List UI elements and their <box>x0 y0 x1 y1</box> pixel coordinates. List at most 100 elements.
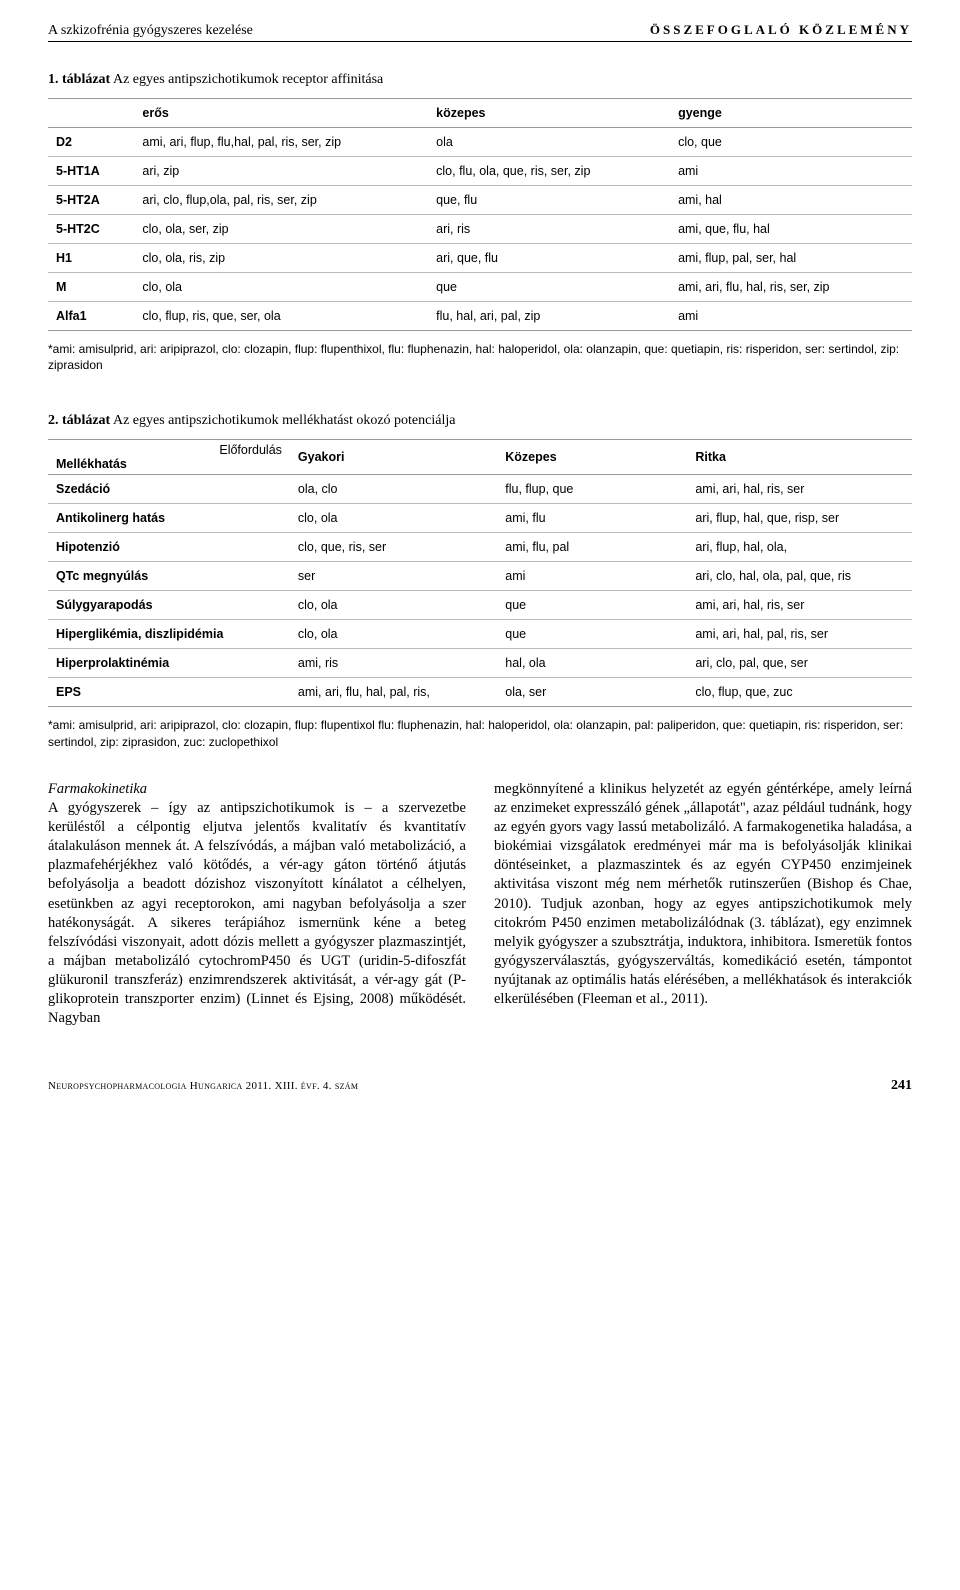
cell: ari, que, flu <box>428 244 670 273</box>
cell: ola, clo <box>290 475 497 504</box>
table1-caption: 1. táblázat Az egyes antipszichotikumok … <box>48 72 912 88</box>
table-row: 5-HT2Cclo, ola, ser, zipari, risami, que… <box>48 215 912 244</box>
cell: D2 <box>48 128 134 157</box>
cell: ami, flu <box>497 504 687 533</box>
cell: ami, flup, pal, ser, hal <box>670 244 912 273</box>
cell: ami <box>497 562 687 591</box>
table2-head-1: Gyakori <box>290 440 497 475</box>
table2-caption-text: Az egyes antipszichotikumok mellékhatást… <box>113 413 456 428</box>
body-columns: Farmakokinetika A gyógyszerek – így az a… <box>48 780 912 1029</box>
table-row: D2ami, ari, flup, flu,hal, pal, ris, ser… <box>48 128 912 157</box>
cell: ari, clo, pal, que, ser <box>687 649 912 678</box>
cell: ola, ser <box>497 678 687 707</box>
cell: H1 <box>48 244 134 273</box>
cell: flu, hal, ari, pal, zip <box>428 302 670 331</box>
cell: ser <box>290 562 497 591</box>
cell: ami, ari, hal, ris, ser <box>687 475 912 504</box>
table-row: Súlygyarapodásclo, olaqueami, ari, hal, … <box>48 591 912 620</box>
cell: 5-HT2A <box>48 186 134 215</box>
section-heading: Farmakokinetika <box>48 780 466 799</box>
cell: Alfa1 <box>48 302 134 331</box>
cell: 5-HT2C <box>48 215 134 244</box>
table-row: EPSami, ari, flu, hal, pal, ris,ola, ser… <box>48 678 912 707</box>
cell: ami <box>670 302 912 331</box>
table-row: Hiperglikémia, diszlipidémiaclo, olaquea… <box>48 620 912 649</box>
cell: clo, flu, ola, que, ris, ser, zip <box>428 157 670 186</box>
cell: flu, flup, que <box>497 475 687 504</box>
table2-head-left: Előfordulás Mellékhatás <box>48 440 290 475</box>
running-head-left: A szkizofrénia gyógyszeres kezelése <box>48 23 253 39</box>
table2-head-2: Közepes <box>497 440 687 475</box>
cell: EPS <box>48 678 290 707</box>
cell: QTc megnyúlás <box>48 562 290 591</box>
table-row: QTc megnyúlásseramiari, clo, hal, ola, p… <box>48 562 912 591</box>
cell: ami, ari, flu, hal, pal, ris, <box>290 678 497 707</box>
table-row: H1clo, ola, ris, zipari, que, fluami, fl… <box>48 244 912 273</box>
table1-head-row: erős közepes gyenge <box>48 99 912 128</box>
cell: ari, clo, hal, ola, pal, que, ris <box>687 562 912 591</box>
cell: ami, ari, hal, ris, ser <box>687 591 912 620</box>
table-row: Hipotenzióclo, que, ris, serami, flu, pa… <box>48 533 912 562</box>
cell: ami, ari, flup, flu,hal, pal, ris, ser, … <box>134 128 428 157</box>
cell: ari, flup, hal, ola, <box>687 533 912 562</box>
cell: Hiperprolaktinémia <box>48 649 290 678</box>
table2-head-bottom: Mellékhatás <box>56 457 282 471</box>
table-row: Mclo, olaqueami, ari, flu, hal, ris, ser… <box>48 273 912 302</box>
table2-head-row: Előfordulás Mellékhatás Gyakori Közepes … <box>48 440 912 475</box>
cell: ari, ris <box>428 215 670 244</box>
cell: clo, flup, que, zuc <box>687 678 912 707</box>
table-row: Szedációola, cloflu, flup, queami, ari, … <box>48 475 912 504</box>
cell: que <box>497 591 687 620</box>
table1-caption-text: Az egyes antipszichotikumok receptor aff… <box>113 72 383 87</box>
cell: ami, ari, hal, pal, ris, ser <box>687 620 912 649</box>
footer-journal: Neuropsychopharmacologia Hungarica 2011.… <box>48 1080 358 1092</box>
cell: que <box>497 620 687 649</box>
table2-caption-num: 2. táblázat <box>48 413 110 428</box>
body-col-left: Farmakokinetika A gyógyszerek – így az a… <box>48 780 466 1029</box>
cell: Hiperglikémia, diszlipidémia <box>48 620 290 649</box>
body-text-right: megkönnyítené a klinikus helyzetét az eg… <box>494 781 912 1007</box>
page-footer: Neuropsychopharmacologia Hungarica 2011.… <box>48 1078 912 1094</box>
cell: ari, zip <box>134 157 428 186</box>
cell: clo, ola, ser, zip <box>134 215 428 244</box>
cell: que <box>428 273 670 302</box>
footer-page-number: 241 <box>891 1078 912 1094</box>
cell: M <box>48 273 134 302</box>
cell: ari, clo, flup,ola, pal, ris, ser, zip <box>134 186 428 215</box>
table1: erős közepes gyenge D2ami, ari, flup, fl… <box>48 98 912 331</box>
table2-head-top: Előfordulás <box>56 443 282 457</box>
table1-head-0 <box>48 99 134 128</box>
page: A szkizofrénia gyógyszeres kezelése ÖSSZ… <box>0 0 960 1114</box>
table-row: Hiperprolaktinémiaami, rishal, olaari, c… <box>48 649 912 678</box>
table-row: Antikolinerg hatásclo, olaami, fluari, f… <box>48 504 912 533</box>
cell: clo, ola <box>290 504 497 533</box>
cell: Hipotenzió <box>48 533 290 562</box>
cell: clo, ola <box>134 273 428 302</box>
header-rule <box>48 41 912 42</box>
table-row: 5-HT1Aari, zipclo, flu, ola, que, ris, s… <box>48 157 912 186</box>
table1-head-1: erős <box>134 99 428 128</box>
running-head: A szkizofrénia gyógyszeres kezelése ÖSSZ… <box>48 22 912 39</box>
cell: ami, ris <box>290 649 497 678</box>
table-row: 5-HT2Aari, clo, flup,ola, pal, ris, ser,… <box>48 186 912 215</box>
cell: 5-HT1A <box>48 157 134 186</box>
cell: clo, que, ris, ser <box>290 533 497 562</box>
cell: hal, ola <box>497 649 687 678</box>
table1-head-3: gyenge <box>670 99 912 128</box>
cell: ami <box>670 157 912 186</box>
cell: ami, que, flu, hal <box>670 215 912 244</box>
cell: ami, hal <box>670 186 912 215</box>
cell: ari, flup, hal, que, risp, ser <box>687 504 912 533</box>
cell: Súlygyarapodás <box>48 591 290 620</box>
cell: ami, ari, flu, hal, ris, ser, zip <box>670 273 912 302</box>
cell: clo, ola <box>290 591 497 620</box>
table1-caption-num: 1. táblázat <box>48 72 110 87</box>
cell: Szedáció <box>48 475 290 504</box>
body-col-right: megkönnyítené a klinikus helyzetét az eg… <box>494 780 912 1029</box>
table1-head-2: közepes <box>428 99 670 128</box>
cell: que, flu <box>428 186 670 215</box>
cell: clo, ola, ris, zip <box>134 244 428 273</box>
table-row: Alfa1clo, flup, ris, que, ser, olaflu, h… <box>48 302 912 331</box>
running-head-right: ÖSSZEFOGLALÓ KÖZLEMÉNY <box>650 22 912 38</box>
cell: clo, que <box>670 128 912 157</box>
